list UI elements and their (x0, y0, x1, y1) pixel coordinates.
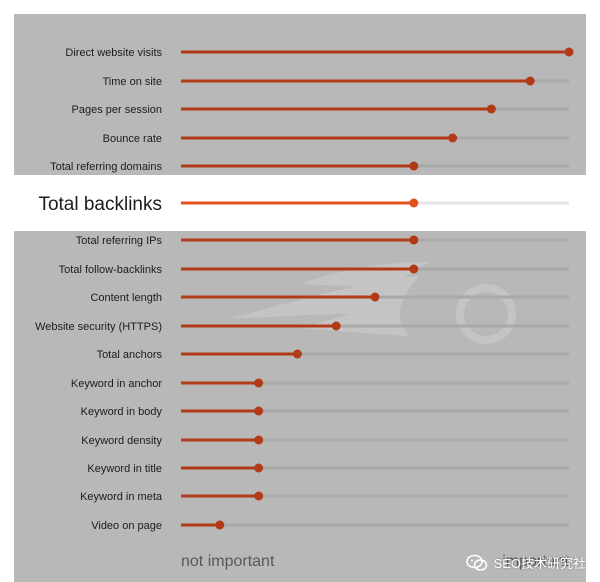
chart-row: Pages per session (72, 104, 569, 116)
category-label: Total anchors (97, 349, 163, 361)
chart-row: Total anchors (97, 349, 569, 361)
bar-dot (409, 161, 419, 171)
chart-row: Total referring IPs (76, 235, 569, 247)
bar-dot (409, 264, 419, 274)
category-label: Content length (90, 292, 162, 304)
watermark-flame (232, 262, 430, 336)
bar-dot (564, 47, 574, 57)
category-label: Keyword in body (81, 406, 163, 418)
bar-dot (254, 491, 264, 501)
source-badge: SEO技术研究社 (465, 553, 586, 572)
bar-dot (254, 435, 264, 445)
chart-row: Total follow-backlinks (59, 264, 569, 276)
category-label: Keyword density (81, 435, 162, 447)
bar-dot (409, 235, 419, 245)
chart-row: Keyword density (81, 435, 569, 447)
category-label: Keyword in meta (80, 491, 163, 503)
bar-dot (525, 76, 535, 86)
chart-row: Time on site (102, 76, 569, 88)
category-label: Total referring domains (50, 161, 162, 173)
chart-row: Keyword in meta (80, 491, 569, 503)
chart-row: Content length (90, 292, 569, 304)
category-label: Bounce rate (103, 133, 162, 145)
bar-dot (292, 349, 302, 359)
badge-text: SEO技术研究社 (493, 556, 586, 571)
axis-label-left: not important (181, 553, 275, 570)
bar-dot (409, 198, 419, 208)
bar-dot (254, 406, 264, 416)
chart-row: Keyword in anchor (71, 378, 569, 390)
category-label: Time on site (102, 76, 162, 88)
bar-dot (215, 520, 225, 530)
category-label: Total referring IPs (76, 235, 163, 247)
category-label: Pages per session (72, 104, 163, 116)
chart-row: Website security (HTTPS) (35, 321, 569, 333)
axis-label-right: important (502, 553, 569, 570)
bar-dot (448, 133, 458, 143)
category-label: Total follow-backlinks (59, 264, 163, 276)
category-label: Keyword in title (87, 463, 162, 475)
chart-row: Keyword in title (87, 463, 569, 475)
category-label: Video on page (91, 520, 162, 532)
wechat-icon (465, 554, 488, 572)
chart-row: Bounce rate (103, 133, 569, 145)
chart-row: Video on page (91, 520, 569, 532)
bar-dot (486, 104, 496, 114)
bar-dot (370, 292, 380, 302)
bar-dot (331, 321, 341, 331)
chart-row: Total referring domains (50, 161, 569, 173)
bar-dot (254, 463, 264, 473)
chart-row: Keyword in body (81, 406, 569, 418)
watermark-logo (232, 262, 516, 344)
chart-row: Direct website visits (65, 47, 574, 59)
chart-rows: Direct website visits Time on site Pages p… (35, 47, 574, 532)
watermark-ring (456, 284, 516, 344)
category-label: Total backlinks (38, 194, 162, 215)
category-label: Keyword in anchor (71, 378, 162, 390)
category-label: Website security (HTTPS) (35, 321, 162, 333)
bar-dot (254, 378, 264, 388)
chart-row: Total backlinks (38, 194, 569, 215)
category-label: Direct website visits (65, 47, 162, 59)
